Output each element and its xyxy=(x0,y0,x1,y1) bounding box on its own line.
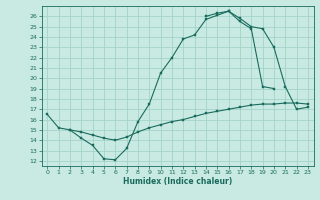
X-axis label: Humidex (Indice chaleur): Humidex (Indice chaleur) xyxy=(123,177,232,186)
